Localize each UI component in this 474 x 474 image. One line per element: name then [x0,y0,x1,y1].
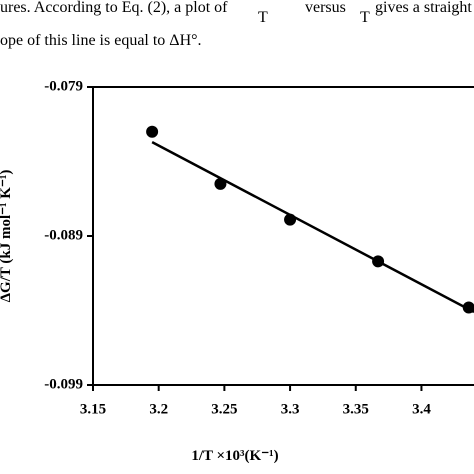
y-tick-label: -0.089 [44,227,83,243]
paragraph-text: ope of this line is equal to ΔH°. [0,32,202,49]
x-tick-label: 3.25 [211,401,237,417]
paragraph-text: versus [305,0,346,16]
paragraph-text: T [258,9,268,26]
trend-line [151,141,474,314]
data-point [146,125,159,138]
x-tick-label: 3.35 [343,401,369,417]
x-tick-label: 3.4 [412,401,431,417]
y-tick-label: -0.079 [44,78,83,94]
x-tick-label: 3.15 [80,401,106,417]
y-tick-label: -0.099 [44,376,83,392]
x-tick-label: 3.2 [149,401,168,417]
x-axis-title: 1/T ×10³(K⁻¹) [191,448,278,464]
x-tick-label: 3.3 [281,401,300,417]
paragraph-text: gives a straight line [375,0,474,16]
paragraph-text: T [360,9,370,26]
y-axis-title: ΔG/T (kJ mol⁻¹ K⁻¹) [0,170,14,303]
paragraph-text: ures. According to Eq. (2), a plot of [0,0,228,16]
